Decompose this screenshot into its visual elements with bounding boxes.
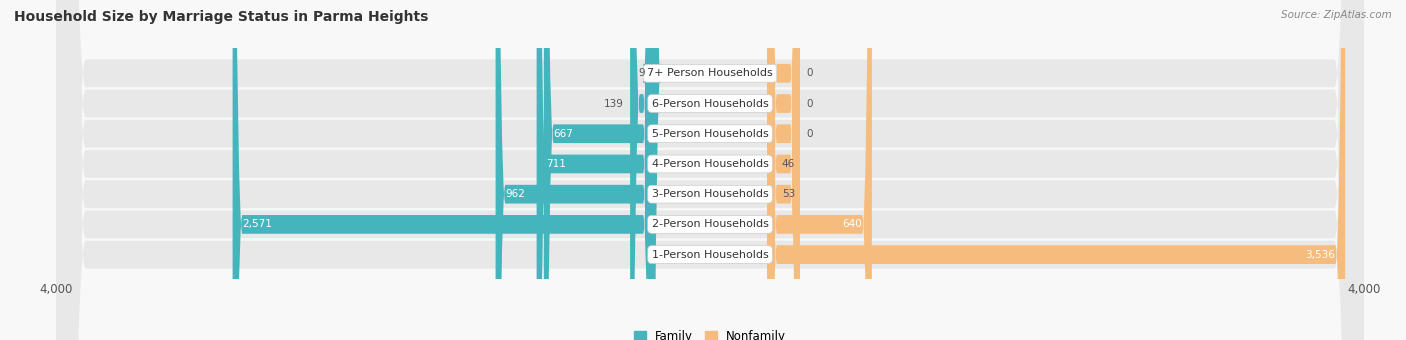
FancyBboxPatch shape: [768, 0, 800, 340]
FancyBboxPatch shape: [768, 0, 872, 340]
Text: 3-Person Households: 3-Person Households: [651, 189, 769, 199]
Text: 0: 0: [807, 129, 813, 139]
Text: 53: 53: [782, 189, 796, 199]
Text: 46: 46: [782, 159, 794, 169]
Legend: Family, Nonfamily: Family, Nonfamily: [628, 326, 792, 340]
Text: 640: 640: [842, 219, 862, 230]
FancyBboxPatch shape: [768, 0, 800, 340]
Text: 6-Person Households: 6-Person Households: [651, 99, 769, 108]
Text: Household Size by Marriage Status in Parma Heights: Household Size by Marriage Status in Par…: [14, 10, 429, 24]
Text: 1-Person Households: 1-Person Households: [651, 250, 769, 260]
FancyBboxPatch shape: [56, 0, 1364, 340]
FancyBboxPatch shape: [768, 0, 800, 340]
FancyBboxPatch shape: [56, 0, 1364, 340]
FancyBboxPatch shape: [768, 0, 1346, 340]
Text: 139: 139: [603, 99, 624, 108]
Text: 0: 0: [807, 68, 813, 78]
FancyBboxPatch shape: [56, 0, 1364, 340]
FancyBboxPatch shape: [768, 0, 800, 340]
FancyBboxPatch shape: [768, 0, 800, 340]
Text: 0: 0: [807, 99, 813, 108]
Text: 9: 9: [638, 68, 645, 78]
FancyBboxPatch shape: [56, 0, 1364, 340]
Text: Source: ZipAtlas.com: Source: ZipAtlas.com: [1281, 10, 1392, 20]
Text: 711: 711: [547, 159, 567, 169]
FancyBboxPatch shape: [56, 0, 1364, 340]
Text: 2,571: 2,571: [242, 219, 273, 230]
Text: 667: 667: [554, 129, 574, 139]
Text: 4-Person Households: 4-Person Households: [651, 159, 769, 169]
Text: 962: 962: [505, 189, 526, 199]
FancyBboxPatch shape: [56, 0, 1364, 340]
Text: 2-Person Households: 2-Person Households: [651, 219, 769, 230]
FancyBboxPatch shape: [544, 0, 652, 340]
FancyBboxPatch shape: [537, 0, 652, 340]
FancyBboxPatch shape: [643, 0, 661, 340]
FancyBboxPatch shape: [56, 0, 1364, 340]
FancyBboxPatch shape: [495, 0, 652, 340]
FancyBboxPatch shape: [232, 0, 652, 340]
Text: 5-Person Households: 5-Person Households: [651, 129, 769, 139]
Text: 3,536: 3,536: [1306, 250, 1336, 260]
Text: 7+ Person Households: 7+ Person Households: [647, 68, 773, 78]
FancyBboxPatch shape: [630, 0, 652, 340]
